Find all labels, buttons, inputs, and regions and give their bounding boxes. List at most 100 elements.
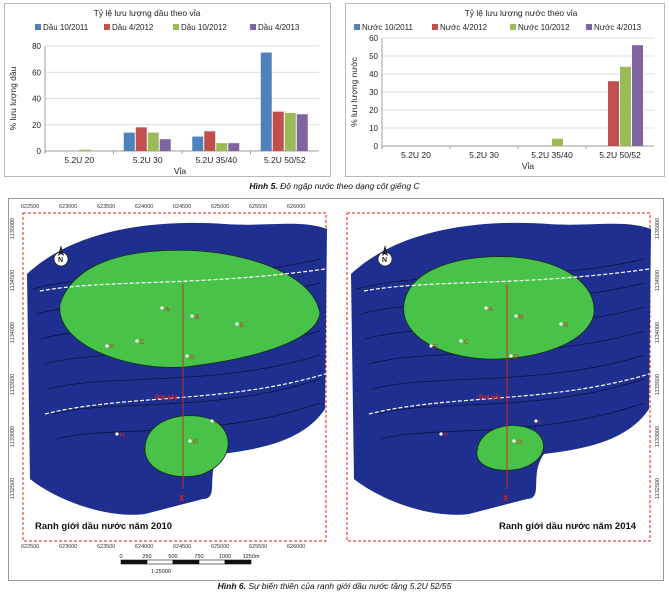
well-label: I (215, 419, 217, 426)
fault-line (368, 373, 650, 415)
scale-tick-label: 0 (119, 554, 122, 560)
legend-label: Nước 4/2012 (440, 23, 488, 32)
bar (552, 138, 563, 146)
y-tick-label: 80 (32, 42, 41, 51)
well-marker (559, 322, 563, 326)
well-label: I (539, 419, 541, 426)
y-axis-label: % lưu lượng nước (349, 56, 359, 127)
bar (204, 131, 216, 151)
map-bottom-tick-label: 623000 (59, 544, 77, 550)
bar (284, 112, 296, 151)
map-figure-frame: 622500 622500 623000 623000 623500 623500 6240… (8, 198, 664, 581)
bar (135, 127, 147, 151)
legend-swatch (35, 24, 41, 30)
map-side-tick-label: 1132500 (655, 478, 661, 499)
legend-label: Dầu 4/2013 (258, 23, 300, 32)
y-tick-label: 50 (369, 52, 378, 61)
map-bottom-tick-label: 625500 (249, 544, 267, 550)
map-bottom-tick-label: 625000 (211, 544, 229, 550)
map-top-tick-label: 623500 (97, 204, 115, 210)
x-tick-label: 5.2U 20 (64, 155, 94, 165)
well-label: B (195, 314, 199, 321)
legend-label: Dầu 10/2011 (43, 23, 89, 32)
oil-chart-panel: Tỷ lệ lưu lượng dầu theo vỉa Dầu 10/2011 D… (4, 3, 331, 177)
well-marker (459, 339, 463, 343)
bar (159, 139, 171, 151)
x-tick-label: 5.2U 20 (401, 150, 431, 160)
map-side-tick-label: 1133000 (655, 426, 661, 447)
oil-water-contact-maps: 622500 622500 623000 623000 623500 623500 6240… (10, 204, 661, 575)
chart-title: Tỷ lệ lưu lượng dầu theo vỉa (94, 8, 201, 18)
map-top-tick-label: 626000 (287, 204, 305, 210)
y-tick-label: 10 (369, 124, 378, 133)
map-title: Ranh giới dầu nước năm 2010 (35, 521, 172, 532)
well-marker (160, 306, 164, 310)
map-bottom-tick-label: 623500 (97, 544, 115, 550)
contour-line (48, 354, 321, 390)
y-axis-label: % lưu lượng dầu (8, 66, 18, 130)
figure-6-caption: Hình 6. Sự biến thiên của ranh giới dầu … (0, 581, 669, 591)
x-tick-label: 5.2U 50/52 (264, 155, 306, 165)
well-label: A (165, 306, 170, 313)
map-2014: Đứt gãy X A B C D E F G H I N Ranh giới dầu nước năm… (346, 212, 651, 542)
well-label: C (140, 339, 145, 346)
map-bottom-tick-label: 622500 (21, 544, 39, 550)
map-bottom-tick-label: 624000 (135, 544, 153, 550)
well-label: E (564, 322, 569, 329)
well-marker (514, 314, 518, 318)
map-frame (22, 212, 327, 542)
well-label: D (190, 354, 195, 361)
legend-swatch (432, 24, 438, 30)
section-marker: X (503, 494, 509, 503)
scale-tick-label: 750 (194, 554, 203, 560)
scale-tick-label: 1250m (243, 554, 260, 560)
map-top-tick-label: 623000 (59, 204, 77, 210)
fault-label: Đứt gãy (479, 395, 502, 401)
y-tick-label: 30 (369, 88, 378, 97)
map-side-tick-label: 1134000 (10, 322, 16, 343)
north-arrow-icon (382, 245, 388, 256)
map-top-tick-label: 624500 (173, 204, 191, 210)
figure-5-label: Hình 5. (249, 181, 278, 191)
bar (296, 114, 308, 151)
scale-segment (120, 559, 148, 565)
bar (608, 81, 619, 146)
map-top-tick-label: 625500 (249, 204, 267, 210)
map-bottom-tick-label: 624500 (173, 544, 191, 550)
scale-tick-label: 1000 (219, 554, 231, 560)
legend-label: Nước 10/2012 (518, 23, 570, 32)
well-label: G (193, 439, 198, 446)
fault-line (44, 373, 326, 415)
bar (123, 132, 135, 151)
map-side-tick-label: 1133500 (655, 374, 661, 395)
figure-5-text: Độ ngập nước theo dạng cột giếng C (280, 181, 420, 191)
scale-segment (198, 559, 226, 565)
well-marker (105, 344, 109, 348)
legend-swatch (250, 24, 256, 30)
bar (216, 143, 228, 151)
legend-swatch (173, 24, 179, 30)
contour-line (52, 378, 321, 415)
well-marker (135, 339, 139, 343)
map-top-tick-label: 624000 (135, 204, 153, 210)
scale-segment (146, 559, 174, 565)
legend-label: Nước 10/2011 (362, 23, 413, 32)
legend-swatch (510, 24, 516, 30)
well-marker (509, 354, 513, 358)
scale-segment (172, 559, 200, 565)
y-tick-label: 0 (374, 142, 379, 151)
section-marker: X (179, 494, 185, 503)
oil-zone-upper (403, 256, 595, 360)
bar (632, 45, 643, 147)
map-frame (346, 212, 651, 542)
well-label: C (464, 339, 469, 346)
map-side-tick-label: 1133500 (10, 374, 16, 395)
fault-line (39, 268, 326, 292)
legend-label: Dầu 4/2012 (112, 23, 154, 32)
well-marker (534, 419, 538, 423)
well-marker (235, 322, 239, 326)
x-tick-label: 5.2U 30 (469, 150, 499, 160)
contour-line (376, 378, 645, 415)
legend-swatch (104, 24, 110, 30)
scale-bar: 0 250 500 750 1000 1250m 1:25000 (119, 554, 259, 575)
